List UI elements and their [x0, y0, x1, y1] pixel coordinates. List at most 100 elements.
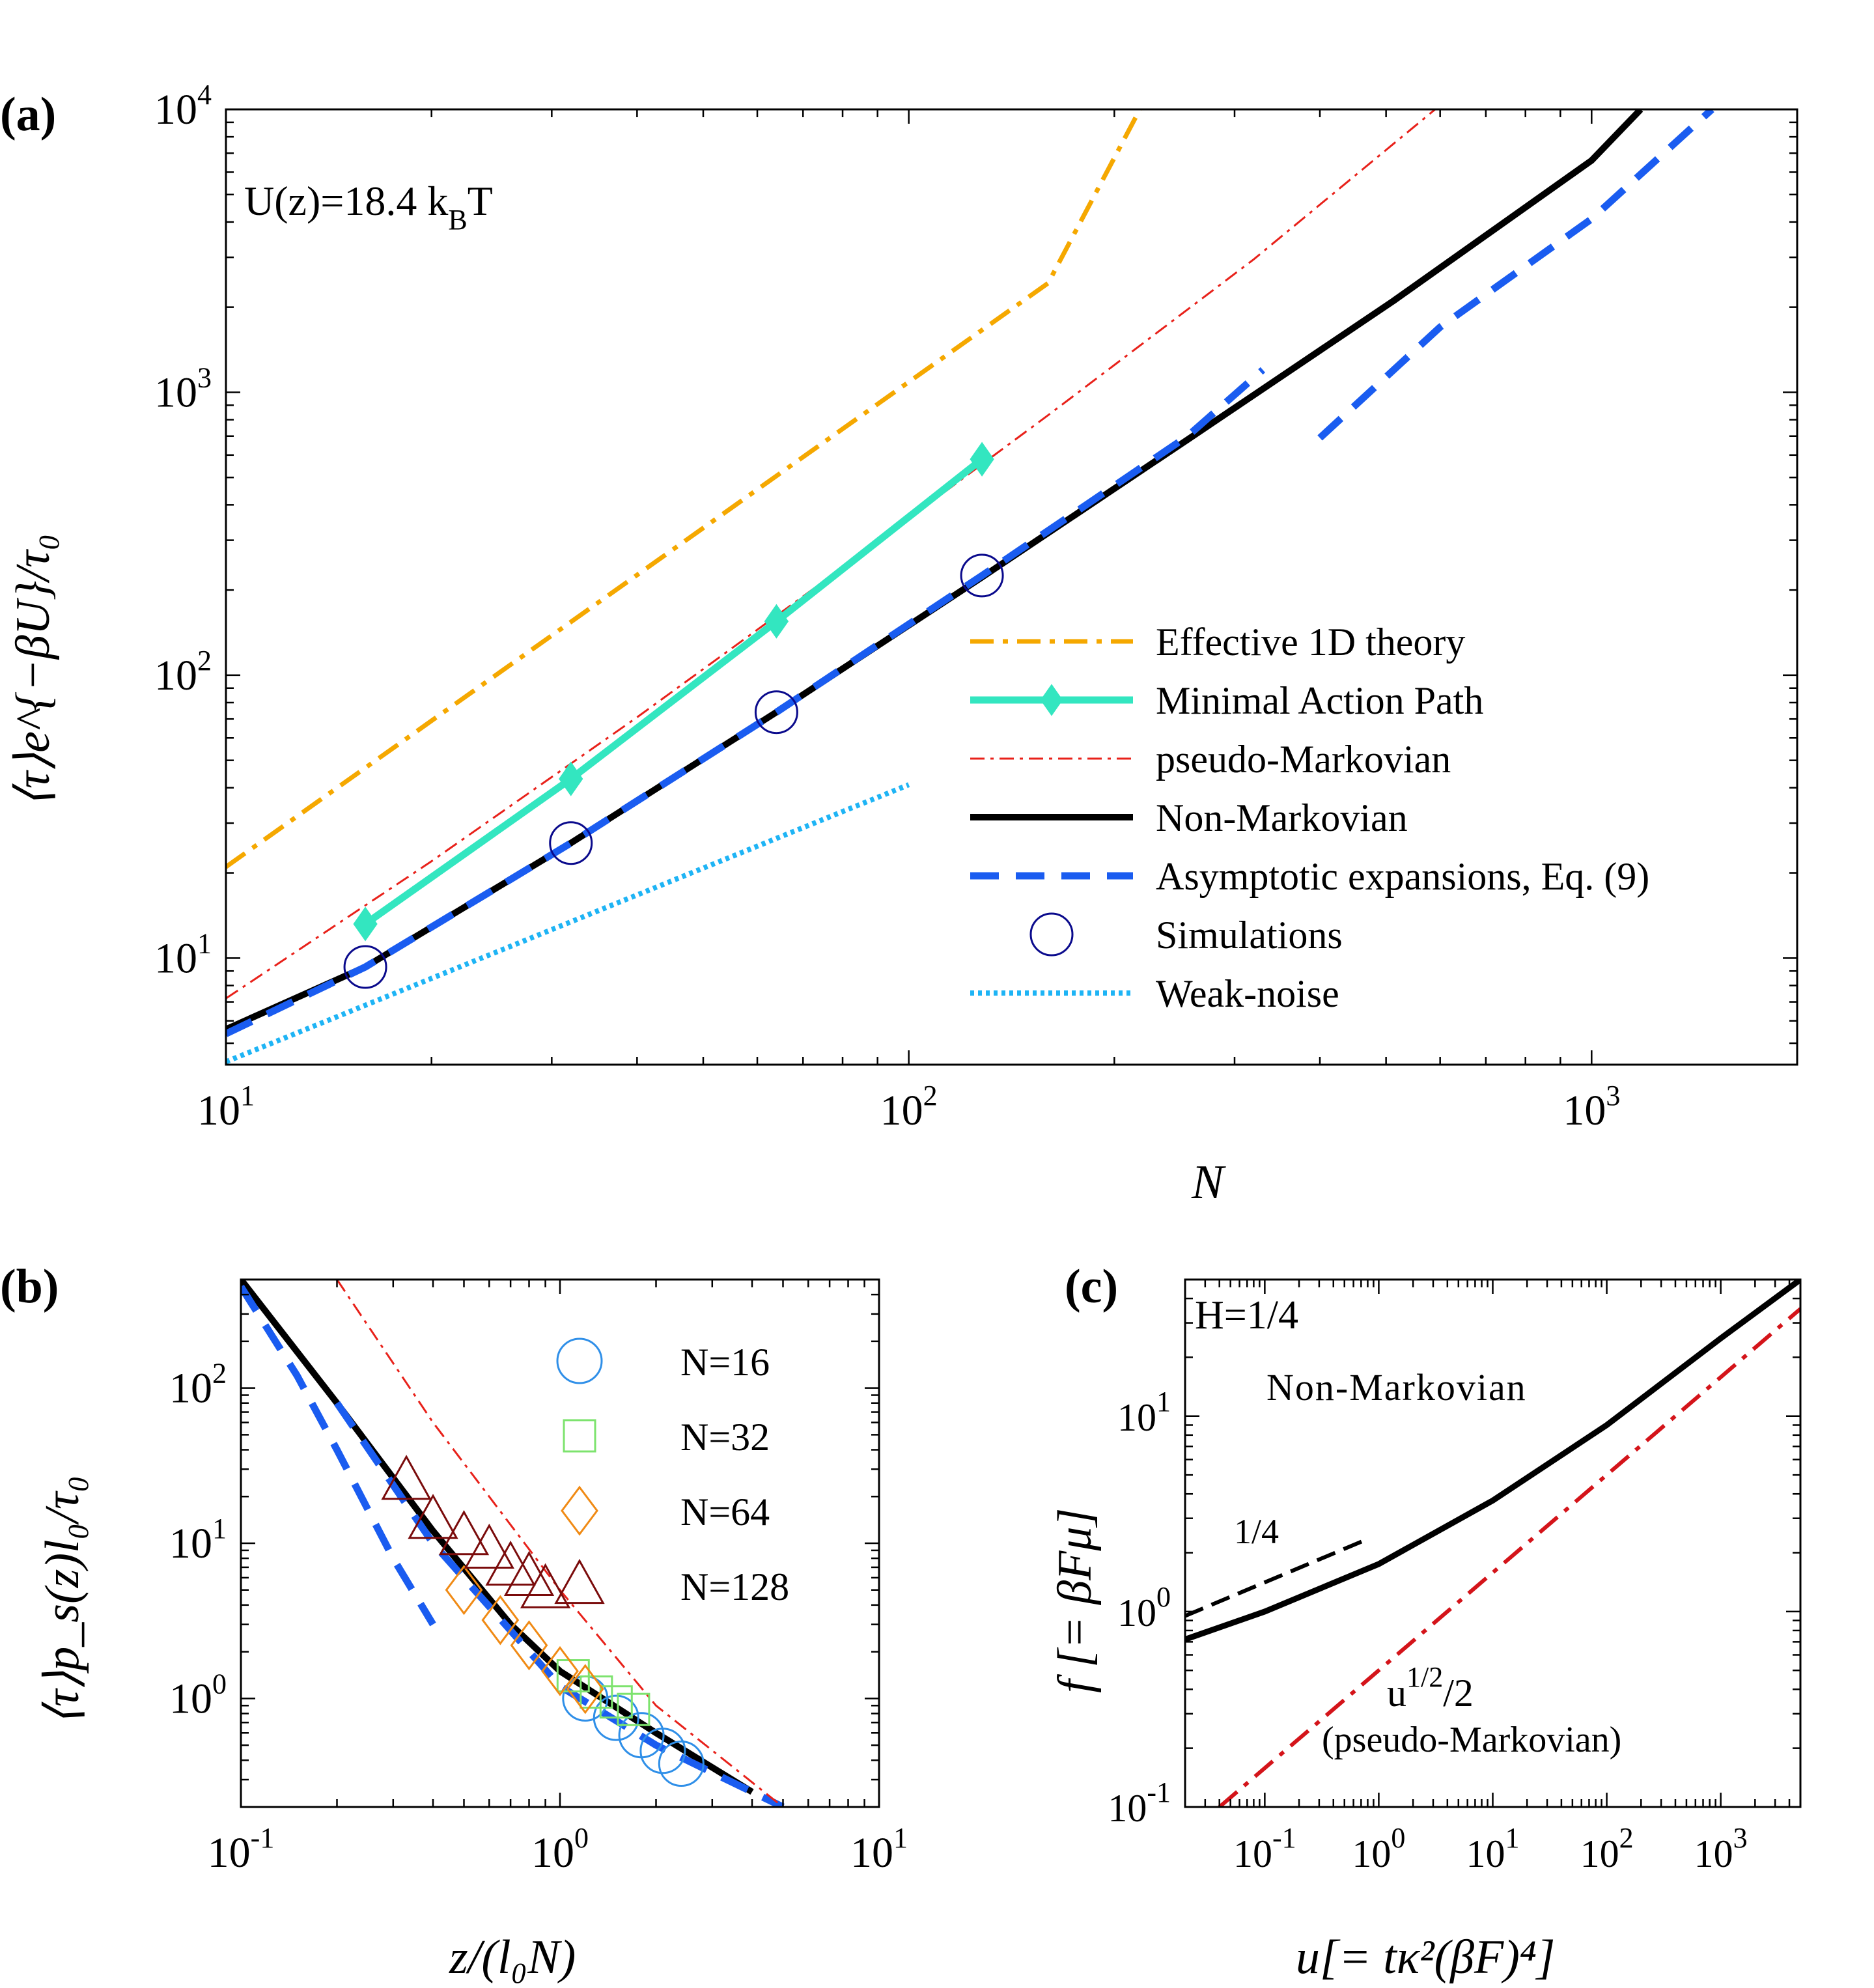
panel-c-series-1-4-slope	[1185, 1537, 1369, 1618]
legend-label-effective1d: Effective 1D theory	[1156, 621, 1465, 664]
panel-a-label: (a)	[0, 88, 56, 141]
panel-b-n16-point	[593, 1694, 639, 1741]
panel-c-slope-annotation: 1/4	[1234, 1512, 1279, 1551]
panel-c-pm-formula: u1/2/2	[1387, 1661, 1474, 1715]
panel-c-xlabel: u[= tκ²(βF)⁴]	[1296, 1931, 1555, 1984]
panel-c-nonmarkovian-annotation: Non-Markovian	[1266, 1366, 1527, 1408]
panel-a-ticks: 101 102 103 101 102 103 104	[154, 79, 1798, 1134]
panel-b-n64-point	[566, 1664, 604, 1715]
panel-a-series-asymptotic-line-0	[226, 367, 1266, 1037]
panel-c-ticks: 10-1 100 101 102 103 10-1 100 101	[1108, 1278, 1802, 1875]
panel-a-simulation-point	[754, 690, 798, 735]
panel-a-simulation-point	[343, 945, 387, 989]
panel-a-xtick-label: 103	[1563, 1080, 1620, 1134]
panel-a-series-minimal_action-line	[363, 456, 985, 927]
panel-b-ytick-label: 102	[169, 1358, 227, 1412]
panel-b-series-asymptotic-line-0	[241, 1284, 436, 1627]
panel-a-series-pseudo_markovian-line	[226, 109, 1436, 1000]
panel-c-h-annotation: H=1/4	[1195, 1293, 1298, 1337]
panel-b-n64-point	[481, 1595, 520, 1645]
legend-b-marker-n128	[554, 1558, 605, 1604]
panel-c-ytick-label: 100	[1117, 1581, 1171, 1634]
legend-label-weak_noise: Weak-noise	[1156, 972, 1339, 1015]
panel-b-xtick-label: 101	[850, 1822, 908, 1877]
panel-b-n128-point	[464, 1523, 514, 1569]
legend-b-label-n64: N=64	[680, 1491, 770, 1533]
panel-b-n32-point	[617, 1692, 650, 1726]
panel-b-n128-point	[438, 1510, 490, 1556]
panel-c-label: (c)	[1065, 1260, 1118, 1313]
panel-a-ytick-label: 101	[154, 927, 212, 982]
panel-a-ylabel: ⟨τ⟩e^{−βU}/τ₀	[7, 534, 60, 807]
pm-main: u	[1387, 1672, 1406, 1715]
panel-c-pm-annotation: (pseudo-Markovian)	[1322, 1720, 1621, 1760]
legend-b-label-n32: N=32	[680, 1416, 770, 1459]
panel-a-ytick-label: 102	[154, 645, 212, 699]
legend-label-pseudo_markovian: pseudo-Markovian	[1156, 738, 1451, 781]
panel-a-series-effective1d-line	[226, 109, 1142, 869]
panel-c-series-u-1-2-2	[1218, 1307, 1800, 1807]
panel-b-ytick-label: 101	[169, 1513, 227, 1567]
panel-a-xlabel: N	[1191, 1156, 1226, 1209]
legend-b-marker-n32	[563, 1419, 596, 1453]
panel-a-simulation-point	[960, 553, 1004, 598]
panel-b-xlabel: z/(l₀N)	[449, 1931, 576, 1984]
panel-b-plot-area	[241, 1280, 785, 1807]
panel-b-series-non_markovian-line	[241, 1280, 754, 1795]
panel-b-xtick-label: 100	[531, 1822, 589, 1877]
panel-c-xtick-label: 101	[1466, 1822, 1520, 1875]
legend-marker-minimal_action	[1040, 684, 1063, 716]
panel-c-xtick-label: 102	[1580, 1822, 1634, 1875]
legend-b-marker-n16	[556, 1337, 603, 1384]
panel-a-xtick-label: 101	[197, 1080, 255, 1134]
panel-a-series-asymptotic-line-1	[1317, 109, 1714, 441]
panel-a-plot-area	[226, 109, 1714, 1065]
panel-b-n128-point	[381, 1455, 432, 1500]
pm-exp: 1/2	[1406, 1661, 1443, 1693]
panel-b-ticks: 10-1 100 101 100 101 102	[169, 1278, 908, 1877]
legend-label-simulations: Simulations	[1156, 914, 1343, 957]
panel-a-simulation-point	[549, 821, 593, 865]
panel-a-series-weak_noise-line	[226, 782, 910, 1065]
panel-c-series-non-markovian	[1185, 1280, 1800, 1642]
panel-c: (c) 10-1 100 101 102 103 10-1 100 101 H=1/4 Non…	[1048, 1260, 1802, 1984]
panel-c-ylabel: f [= βFμ]	[1048, 1508, 1102, 1693]
panel-a-ytick-label: 103	[154, 361, 212, 416]
panel-a-ytick-label: 104	[154, 79, 212, 133]
panel-b-n128-point	[520, 1563, 571, 1608]
panel-b: (b) 10-1 100 101 100 101 102 z/(l₀N) ⟨τ⟩p_s(z…	[0, 1260, 908, 1984]
legend-label-non_markovian: Non-Markovian	[1156, 796, 1408, 839]
panel-b-xtick-label: 10-1	[208, 1822, 275, 1877]
panel-a-xtick-label: 102	[880, 1080, 938, 1134]
legend-marker-simulations	[1029, 912, 1074, 957]
panel-a-frame	[225, 108, 1798, 1066]
panel-b-n16-point	[658, 1741, 705, 1787]
panel-a-potential-annotation: U(z)=18.4 kBT	[244, 178, 493, 236]
panel-b-label: (b)	[0, 1260, 59, 1313]
panel-b-n16-point	[639, 1728, 686, 1774]
legend-label-asymptotic: Asymptotic expansions, Eq. (9)	[1156, 855, 1649, 898]
panel-b-n32-point	[599, 1685, 633, 1719]
legend-label-minimal_action: Minimal Action Path	[1156, 679, 1483, 722]
panel-b-frame	[240, 1278, 880, 1808]
panel-b-ytick-label: 100	[169, 1668, 227, 1722]
legend-b-label-n128: N=128	[680, 1565, 789, 1608]
panel-b-ylabel: ⟨τ⟩p_s(z)l₀/τ₀	[36, 1476, 89, 1726]
panel-b-n64-point	[541, 1645, 579, 1696]
panel-b-n32-point	[580, 1675, 613, 1709]
panel-b-n64-point	[510, 1620, 548, 1671]
potential-tail: T	[468, 178, 493, 224]
panel-b-n64-point	[445, 1565, 483, 1616]
panel-c-ytick-label: 10-1	[1108, 1776, 1171, 1830]
panel-a-minimal-action-point	[559, 761, 583, 796]
panel-c-xtick-label: 103	[1694, 1822, 1748, 1875]
legend-b-marker-n64	[561, 1485, 598, 1536]
panel-b-series-asymptotic-line-1	[333, 1401, 785, 1807]
panel-c-xtick-label: 100	[1352, 1822, 1405, 1875]
panel-a-minimal-action-point	[353, 906, 378, 942]
potential-sub: B	[448, 204, 467, 236]
potential-main: U(z)=18.4 k	[244, 178, 448, 224]
legend-b-label-n16: N=16	[680, 1341, 770, 1384]
